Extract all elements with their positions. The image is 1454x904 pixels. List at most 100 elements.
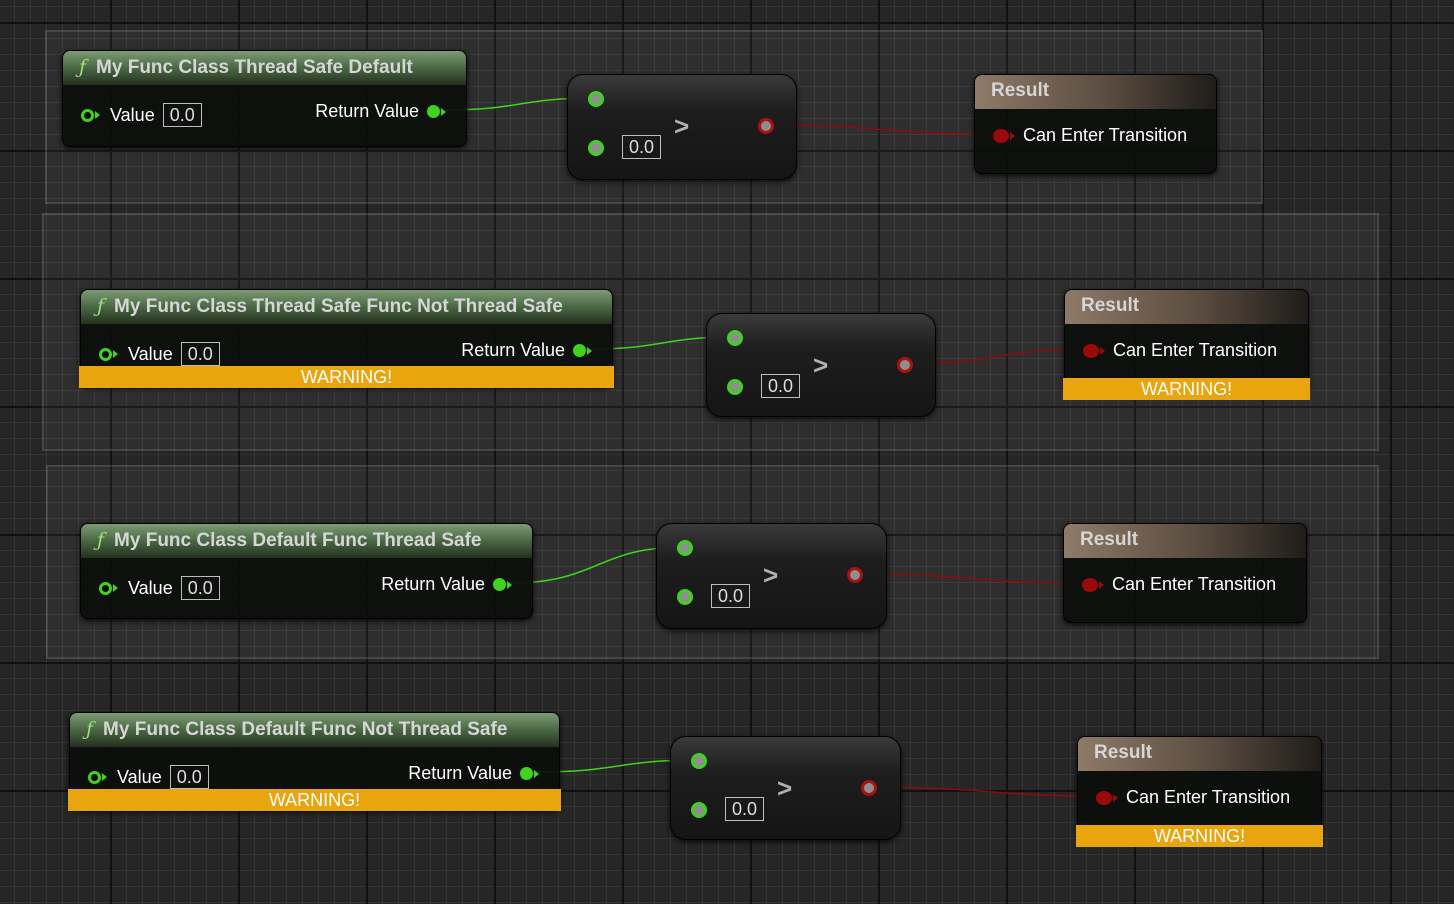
warning-banner: WARNING! <box>79 366 614 388</box>
pin-arrow-icon <box>1099 580 1104 589</box>
compare-input-a-pin[interactable] <box>588 91 604 107</box>
compare-default-field[interactable]: 0.0 <box>711 584 751 608</box>
pin-arrow-icon <box>95 111 100 119</box>
function-f-icon: ƒ <box>97 529 105 551</box>
value-input-field[interactable]: 0.0 <box>180 576 220 600</box>
greater-than-node[interactable]: 0.0 > <box>706 313 936 417</box>
function-node-title: My Func Class Default Func Not Thread Sa… <box>103 719 508 740</box>
value-input-field[interactable]: 0.0 <box>180 342 220 366</box>
compare-input-a-pin[interactable] <box>691 753 707 769</box>
compare-default-field[interactable]: 0.0 <box>622 135 662 159</box>
function-node-header[interactable]: ƒ My Func Class Default Func Not Thread S… <box>70 713 559 747</box>
bool-wire <box>867 786 1104 797</box>
warning-banner: WARNING! <box>1076 825 1323 847</box>
result-node-header[interactable]: Result <box>1078 737 1321 771</box>
compare-output-pin[interactable] <box>758 118 774 134</box>
result-node[interactable]: Result Can Enter Transition <box>1063 523 1307 623</box>
function-node-header[interactable]: ƒ My Func Class Default Func Thread Safe <box>81 524 532 558</box>
compare-input-b-pin[interactable] <box>677 589 693 605</box>
value-input-pin-row[interactable]: Value 0.0 <box>81 103 202 127</box>
greater-than-node[interactable]: 0.0 > <box>567 74 797 180</box>
result-node-header[interactable]: Result <box>1064 524 1306 558</box>
compare-input-b-pin[interactable] <box>727 379 743 395</box>
result-node[interactable]: Result Can Enter Transition <box>974 74 1217 174</box>
can-enter-transition-pin-icon[interactable] <box>1083 343 1099 358</box>
can-enter-transition-pin-row[interactable]: Can Enter Transition <box>1082 574 1276 595</box>
pin-arrow-icon <box>1010 131 1015 140</box>
function-f-icon: ƒ <box>97 295 105 317</box>
function-node-header[interactable]: ƒ My Func Class Thread Safe Func Not Thre… <box>81 290 612 324</box>
result-node[interactable]: Result Can Enter Transition WARNING! <box>1076 736 1323 847</box>
function-node[interactable]: ƒ My Func Class Thread Safe Default Value 0… <box>62 50 467 147</box>
pin-arrow-icon <box>113 350 118 358</box>
can-enter-transition-label: Can Enter Transition <box>1023 125 1188 145</box>
greater-than-node[interactable]: 0.0 > <box>670 736 901 840</box>
result-node-header[interactable]: Result <box>1065 290 1308 324</box>
can-enter-transition-pin-icon[interactable] <box>993 128 1009 143</box>
return-value-pin-icon[interactable] <box>493 578 506 591</box>
result-node[interactable]: Result Can Enter Transition WARNING! <box>1063 289 1310 400</box>
can-enter-transition-pin-row[interactable]: Can Enter Transition <box>1096 787 1290 808</box>
value-pin-label: Value <box>128 343 173 364</box>
can-enter-transition-pin-row[interactable]: Can Enter Transition <box>993 125 1187 146</box>
compare-output-pin[interactable] <box>847 567 863 583</box>
compare-default-field[interactable]: 0.0 <box>725 797 765 821</box>
function-f-icon: ƒ <box>86 718 94 740</box>
compare-input-a-pin[interactable] <box>727 330 743 346</box>
warning-banner: WARNING! <box>68 789 561 811</box>
greater-than-node[interactable]: 0.0 > <box>656 523 887 629</box>
return-value-label: Return Value <box>408 763 512 783</box>
result-node-title: Result <box>991 80 1050 101</box>
pin-arrow-icon <box>102 773 107 781</box>
compare-default-field[interactable]: 0.0 <box>761 374 801 398</box>
compare-input-b-pin[interactable] <box>691 802 707 818</box>
value-input-pin-row[interactable]: Value 0.0 <box>88 765 209 789</box>
pin-arrow-icon <box>1113 793 1118 802</box>
return-value-pin-row[interactable]: Return Value <box>381 574 512 595</box>
greater-than-icon: > <box>763 560 779 590</box>
greater-than-icon: > <box>777 773 793 803</box>
value-input-pin-row[interactable]: Value 0.0 <box>99 342 220 366</box>
can-enter-transition-pin-row[interactable]: Can Enter Transition <box>1083 340 1277 361</box>
can-enter-transition-pin-icon[interactable] <box>1096 790 1112 805</box>
compare-input-b-pin[interactable] <box>588 140 604 156</box>
return-value-pin-row[interactable]: Return Value <box>408 763 539 784</box>
function-node[interactable]: ƒ My Func Class Thread Safe Func Not Thre… <box>79 289 614 388</box>
value-input-field[interactable]: 0.0 <box>162 103 202 127</box>
return-value-pin-icon[interactable] <box>427 105 440 118</box>
result-node-title: Result <box>1094 742 1153 763</box>
compare-input-a-pin[interactable] <box>677 540 693 556</box>
return-value-label: Return Value <box>381 574 485 594</box>
result-node-title: Result <box>1080 529 1139 550</box>
pin-arrow-icon <box>507 580 512 589</box>
value-input-pin-icon[interactable] <box>88 770 101 784</box>
value-input-pin-icon[interactable] <box>99 347 112 361</box>
return-value-pin-row[interactable]: Return Value <box>461 340 592 361</box>
return-value-pin-icon[interactable] <box>573 344 586 357</box>
warning-banner: WARNING! <box>1063 378 1310 400</box>
pin-arrow-icon <box>113 584 118 592</box>
compare-output-pin[interactable] <box>897 357 913 373</box>
return-value-label: Return Value <box>461 340 565 360</box>
can-enter-transition-label: Can Enter Transition <box>1112 574 1277 594</box>
greater-than-icon: > <box>813 350 829 380</box>
pin-arrow-icon <box>1100 346 1105 355</box>
function-node[interactable]: ƒ My Func Class Default Func Not Thread S… <box>68 712 561 811</box>
return-value-pin-row[interactable]: Return Value <box>315 101 446 122</box>
value-input-pin-icon[interactable] <box>81 108 94 122</box>
value-pin-label: Value <box>110 104 155 125</box>
value-input-field[interactable]: 0.0 <box>169 765 209 789</box>
function-node[interactable]: ƒ My Func Class Default Func Thread Safe V… <box>80 523 533 619</box>
value-input-pin-row[interactable]: Value 0.0 <box>99 576 220 600</box>
can-enter-transition-label: Can Enter Transition <box>1113 340 1278 360</box>
return-value-pin-icon[interactable] <box>520 767 533 780</box>
function-node-title: My Func Class Default Func Thread Safe <box>114 530 482 551</box>
function-node-header[interactable]: ƒ My Func Class Thread Safe Default <box>63 51 466 85</box>
result-node-title: Result <box>1081 295 1140 316</box>
value-input-pin-icon[interactable] <box>99 581 112 595</box>
compare-output-pin[interactable] <box>861 780 877 796</box>
can-enter-transition-pin-icon[interactable] <box>1082 577 1098 592</box>
result-node-header[interactable]: Result <box>975 75 1216 109</box>
pin-arrow-icon <box>534 769 539 778</box>
value-pin-label: Value <box>128 577 173 598</box>
